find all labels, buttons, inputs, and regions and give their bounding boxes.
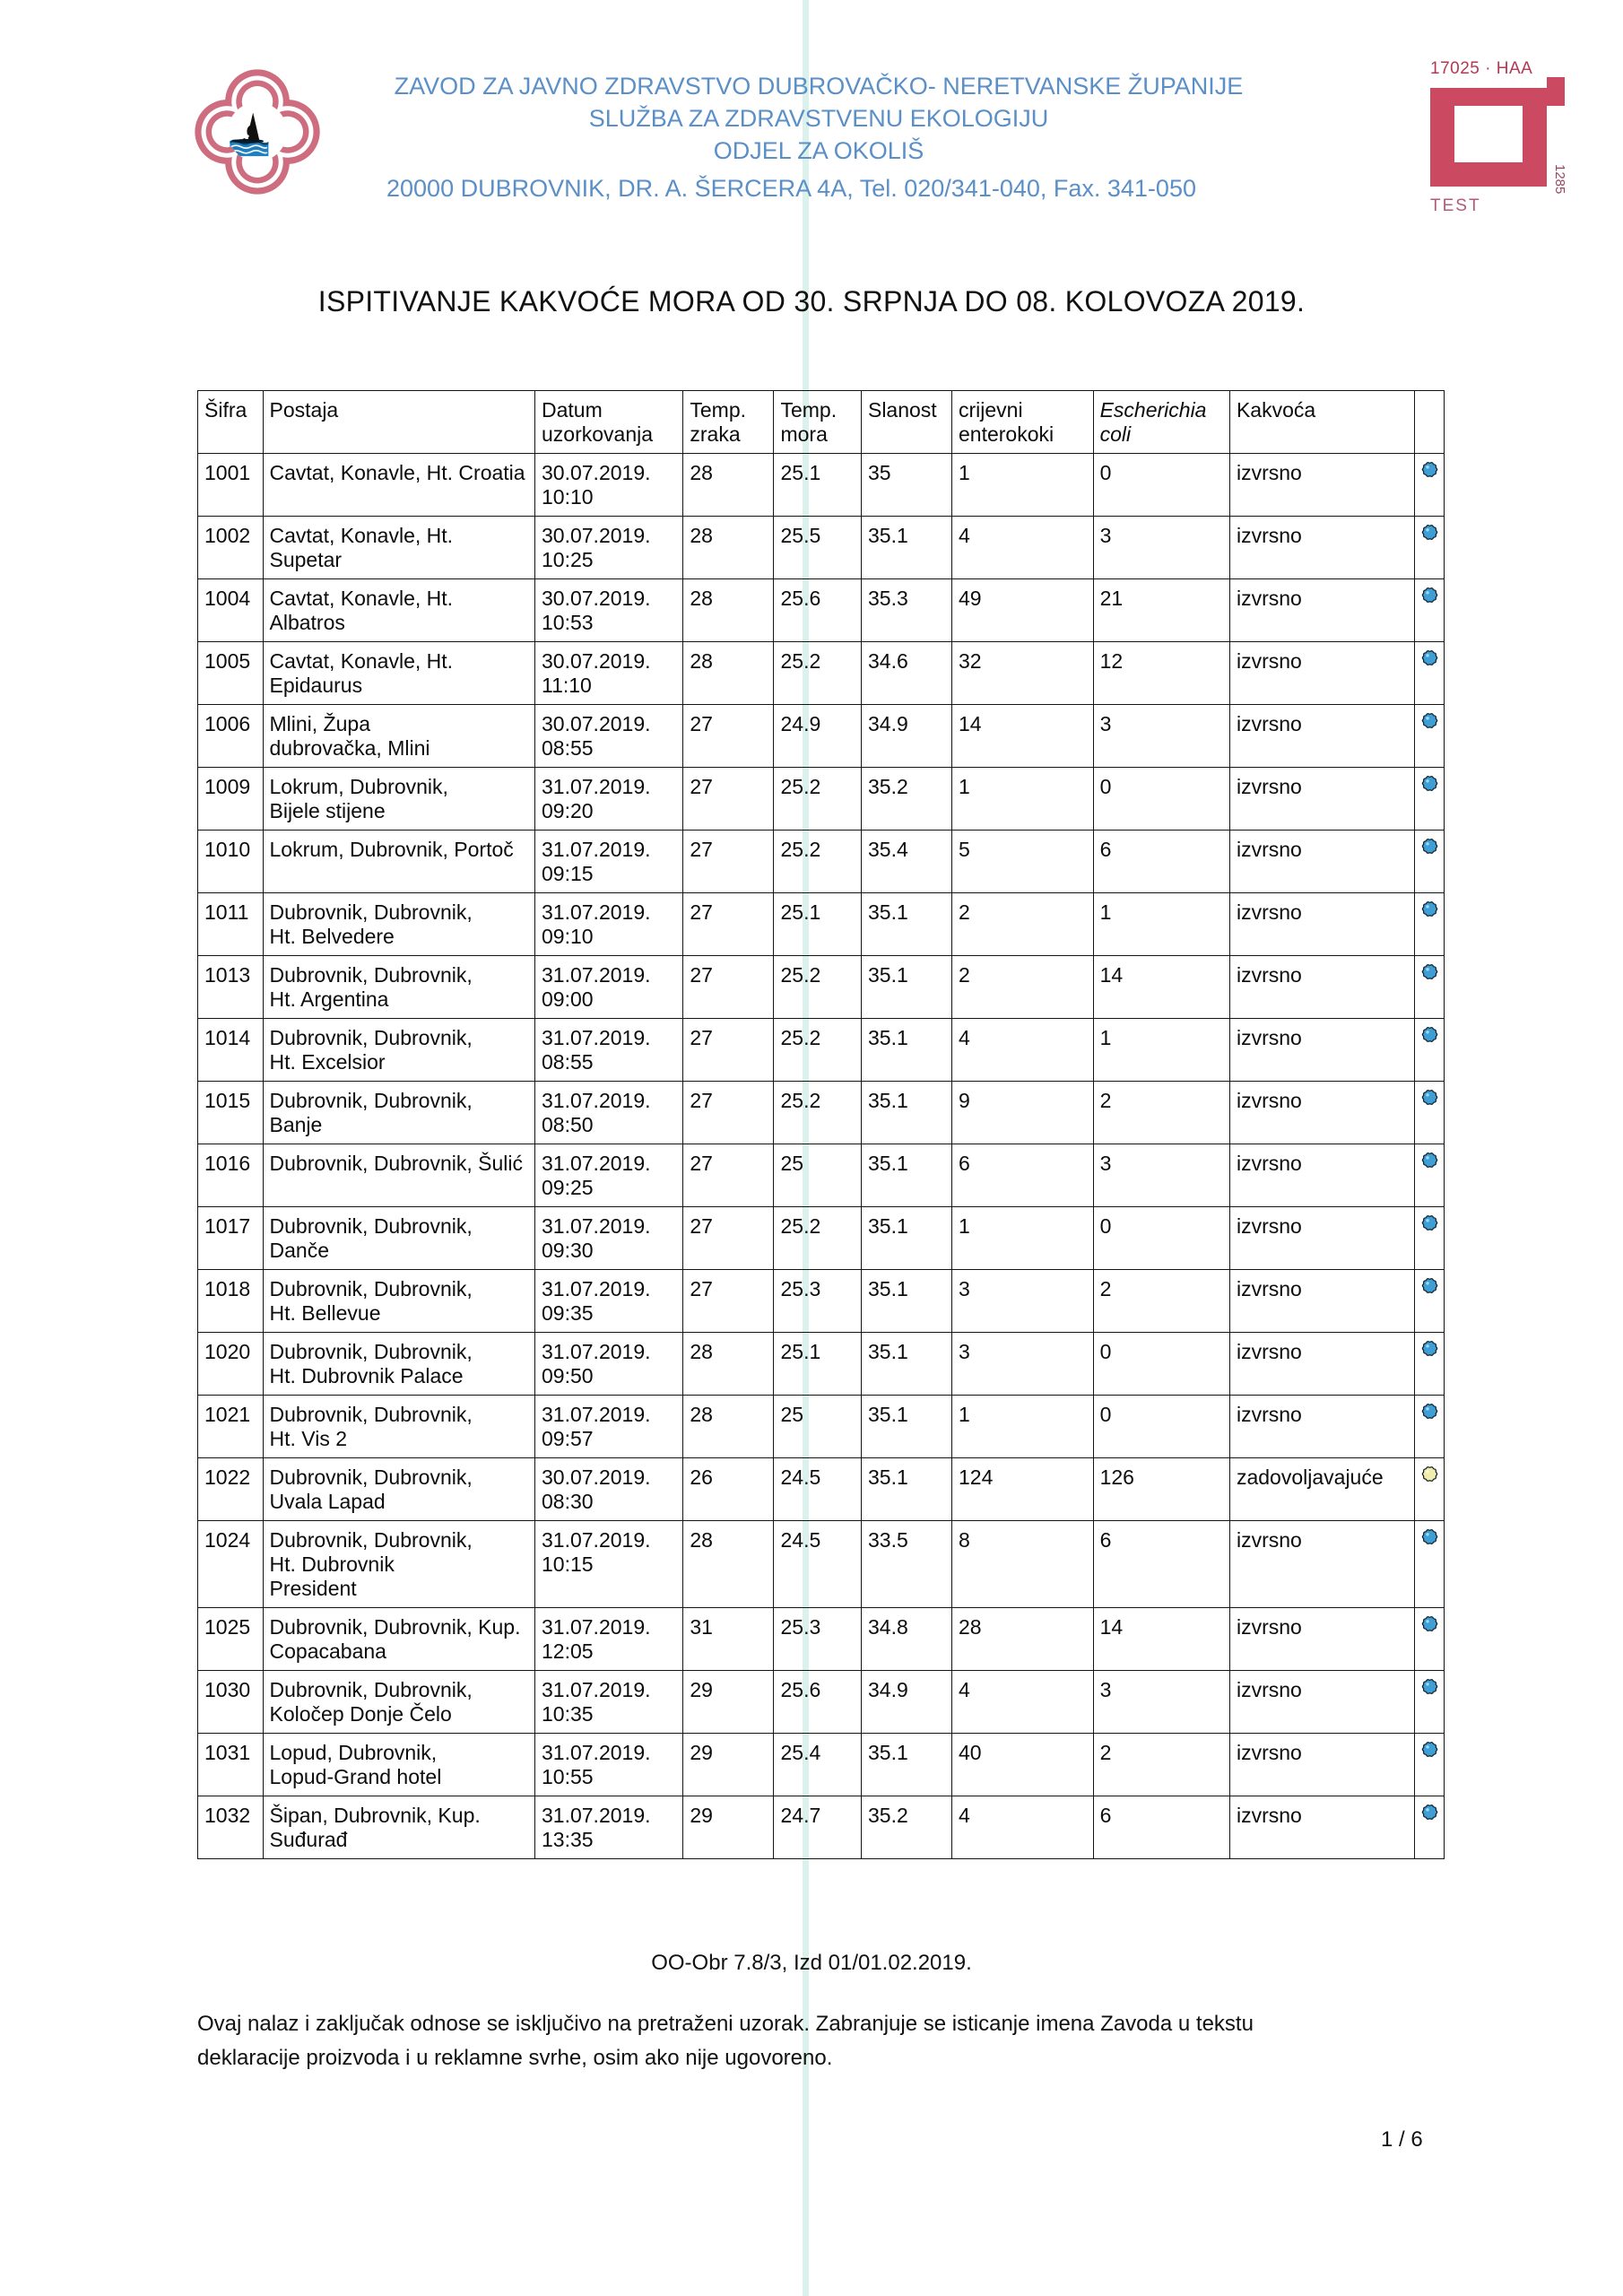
svg-text:TEST: TEST xyxy=(1430,196,1481,215)
svg-text:1285: 1285 xyxy=(1552,164,1567,194)
svg-text:17025 · HAA: 17025 · HAA xyxy=(1430,59,1532,78)
